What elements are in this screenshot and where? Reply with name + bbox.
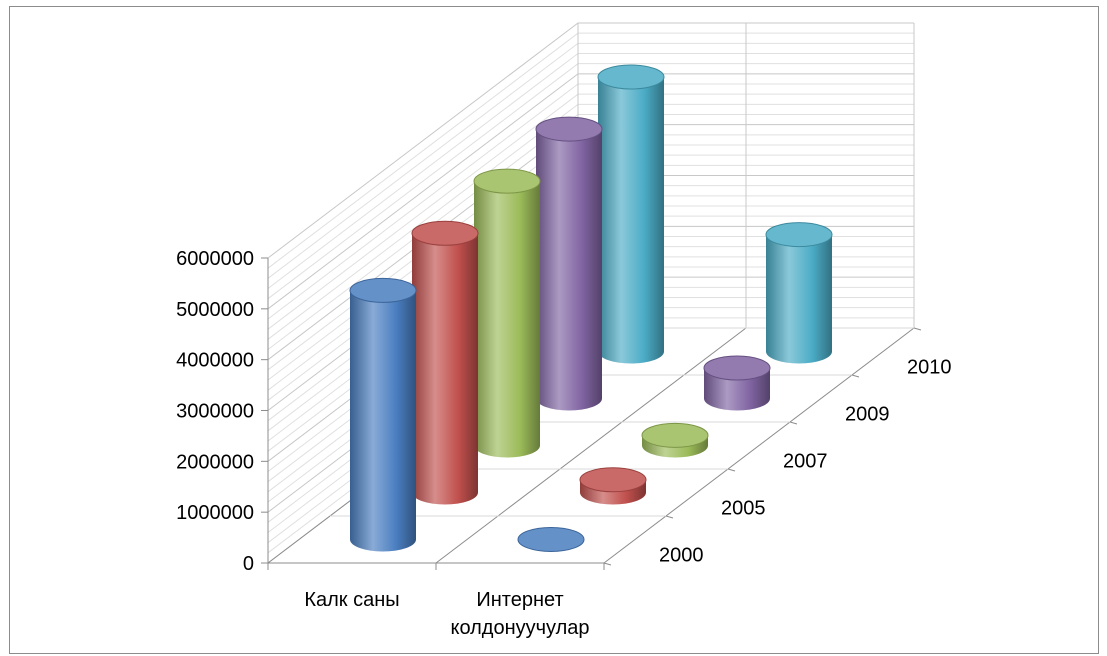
bar-2010-1	[765, 222, 833, 364]
chart-bars	[349, 64, 833, 552]
bar-body	[598, 77, 664, 364]
bar-top	[517, 526, 585, 552]
bar-body	[766, 234, 832, 364]
bar-top	[411, 220, 479, 246]
depth-tick	[851, 374, 860, 378]
bar-top	[597, 64, 665, 90]
depth-tick	[727, 468, 736, 472]
bar-top	[765, 222, 833, 248]
bar-body	[474, 181, 540, 458]
bar-top	[349, 277, 417, 303]
bar-body	[350, 290, 416, 552]
floor-line	[435, 327, 747, 564]
series-label: 2000	[659, 545, 704, 567]
y-tick-label: 0	[243, 553, 254, 575]
bar-top	[579, 467, 647, 493]
depth-tick	[913, 327, 922, 331]
bar-body	[412, 233, 478, 505]
bar-2005-1	[579, 467, 647, 505]
bar-top	[703, 355, 771, 381]
bar-2005-0	[411, 220, 479, 505]
bar-2010-0	[597, 64, 665, 364]
y-tick-label: 1000000	[176, 502, 254, 524]
bar-2009-0	[535, 116, 603, 411]
series-label: 2010	[907, 357, 952, 379]
bar-top	[535, 116, 603, 142]
series-label: 2009	[845, 404, 890, 426]
bar-2007-1	[641, 422, 709, 458]
y-tick-label: 6000000	[176, 248, 254, 270]
category-label: Калк саны	[304, 589, 399, 611]
bar-2007-0	[473, 168, 541, 458]
chart-labels: 0 1000000 2000000 3000000 4000000 5000000 6000…	[176, 248, 951, 639]
depth-tick	[789, 421, 798, 425]
y-tick-label: 5000000	[176, 299, 254, 321]
series-label: 2005	[721, 498, 766, 520]
bar-body	[536, 129, 602, 411]
depth-tick	[665, 515, 674, 519]
bar-top	[641, 422, 709, 448]
depth-tick	[603, 562, 612, 566]
bar-2000-0	[349, 277, 417, 552]
series-label: 2007	[783, 451, 828, 473]
bar-top	[473, 168, 541, 194]
bar-2000-1	[517, 526, 585, 552]
category-label: Интернет	[476, 589, 563, 611]
bar-2009-1	[703, 355, 771, 411]
y-tick-label: 3000000	[176, 401, 254, 423]
floor-line	[603, 327, 915, 564]
y-tick-label: 2000000	[176, 451, 254, 473]
y-tick-label: 4000000	[176, 350, 254, 372]
category-label: колдонуучулар	[450, 617, 589, 639]
